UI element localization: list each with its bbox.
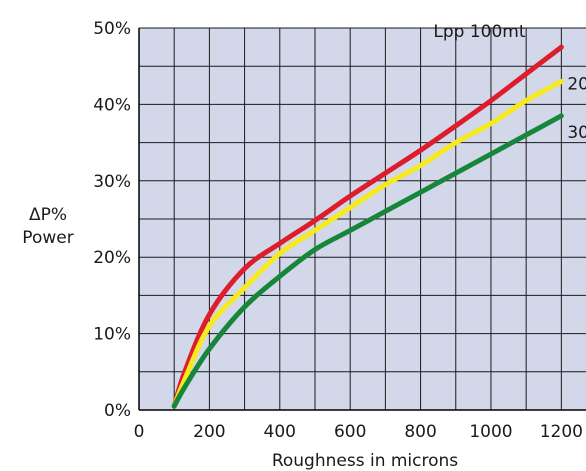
series-line-3 — [171, 113, 564, 409]
y-tick-label: 20% — [93, 248, 131, 268]
x-axis-title: Roughness in microns — [272, 451, 458, 471]
series-label-1: Lpp 100mt — [433, 22, 525, 42]
y-tick-label: 50% — [93, 19, 131, 39]
series-line-1 — [171, 44, 564, 409]
x-tick-label: 0 — [134, 422, 145, 442]
y-tick-label: 40% — [93, 95, 131, 115]
series-labels: Lpp 100mt 200 300 — [433, 22, 586, 143]
x-tick-label: 1000 — [469, 422, 512, 442]
series-label-2: 200 — [567, 74, 586, 94]
y-tick-label: 10% — [93, 325, 131, 345]
x-tick-label: 800 — [404, 422, 436, 442]
x-tick-label: 200 — [193, 422, 225, 442]
x-tick-label: 600 — [334, 422, 366, 442]
y-tick-label: 30% — [93, 172, 131, 192]
y-axis-ticks: 0% 10% 20% 30% 40% 50% — [93, 19, 131, 421]
series-label-3: 300 — [567, 123, 586, 143]
x-tick-label: 400 — [264, 422, 296, 442]
series-line-2 — [171, 78, 564, 409]
y-axis-title-line1: ΔP% — [29, 205, 67, 225]
series-lines — [171, 44, 564, 409]
x-axis-ticks: 0 200 400 600 800 1000 1200 — [134, 422, 583, 442]
grid — [138, 27, 586, 411]
y-tick-label: 0% — [104, 401, 131, 421]
y-axis-title-line2: Power — [22, 228, 73, 248]
x-tick-label: 1200 — [540, 422, 583, 442]
